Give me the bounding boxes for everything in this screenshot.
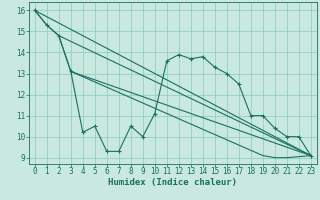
X-axis label: Humidex (Indice chaleur): Humidex (Indice chaleur) (108, 178, 237, 187)
